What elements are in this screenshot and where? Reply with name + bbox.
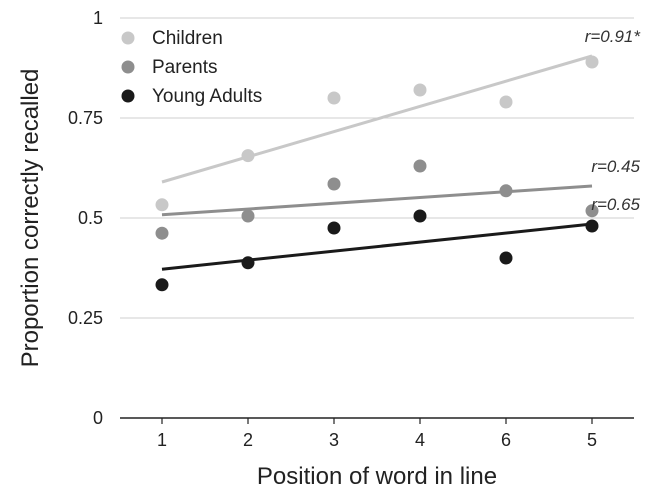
trend-line [161, 54, 593, 184]
data-point [327, 91, 341, 105]
y-tick-label: 0 [93, 408, 103, 428]
correlation-annotations: r=0.91* r=0.45 r=0.65 [585, 27, 642, 214]
data-point [585, 219, 599, 233]
x-tick-label: 6 [501, 430, 511, 450]
data-point [241, 209, 255, 223]
x-axis-title: Position of word in line [257, 463, 497, 490]
correlation-label: r=0.65 [591, 195, 640, 214]
data-point [585, 204, 599, 218]
legend-marker [121, 31, 135, 45]
data-point [241, 149, 255, 163]
y-tick-label: 0.25 [68, 308, 103, 328]
x-tick-label: 1 [157, 430, 167, 450]
data-point [241, 256, 255, 270]
data-point [155, 198, 169, 212]
y-tick-label: 1 [93, 8, 103, 28]
trend-lines [161, 54, 593, 271]
data-point [327, 177, 341, 191]
x-tick-label: 3 [329, 430, 339, 450]
correlation-label: r=0.91* [585, 27, 642, 46]
data-point [413, 83, 427, 97]
data-point [155, 278, 169, 292]
trend-line [161, 184, 593, 217]
data-point [499, 95, 513, 109]
x-tick-label: 2 [243, 430, 253, 450]
y-tick-labels: 0 0.25 0.5 0.75 1 [68, 8, 103, 428]
y-tick-label: 0.75 [68, 108, 103, 128]
correlation-label: r=0.45 [591, 157, 640, 176]
trend-line [161, 222, 593, 271]
x-tick-labels: 1 2 3 4 6 5 [157, 418, 597, 450]
x-tick-label: 5 [587, 430, 597, 450]
data-points [155, 55, 599, 292]
legend-label: Children [152, 28, 223, 49]
legend-label: Parents [152, 57, 217, 78]
legend: Children Parents Young Adults [121, 28, 262, 107]
legend-marker [121, 60, 135, 74]
x-tick-label: 4 [415, 430, 425, 450]
y-tick-label: 0.5 [78, 208, 103, 228]
data-point [585, 55, 599, 69]
data-point [327, 221, 341, 235]
data-point [413, 159, 427, 173]
legend-label: Young Adults [152, 86, 262, 107]
data-point [413, 209, 427, 223]
legend-marker [121, 89, 135, 103]
data-point [499, 251, 513, 265]
data-point [499, 184, 513, 198]
data-point [155, 226, 169, 240]
y-axis-title: Proportion correctly recalled [17, 69, 44, 368]
